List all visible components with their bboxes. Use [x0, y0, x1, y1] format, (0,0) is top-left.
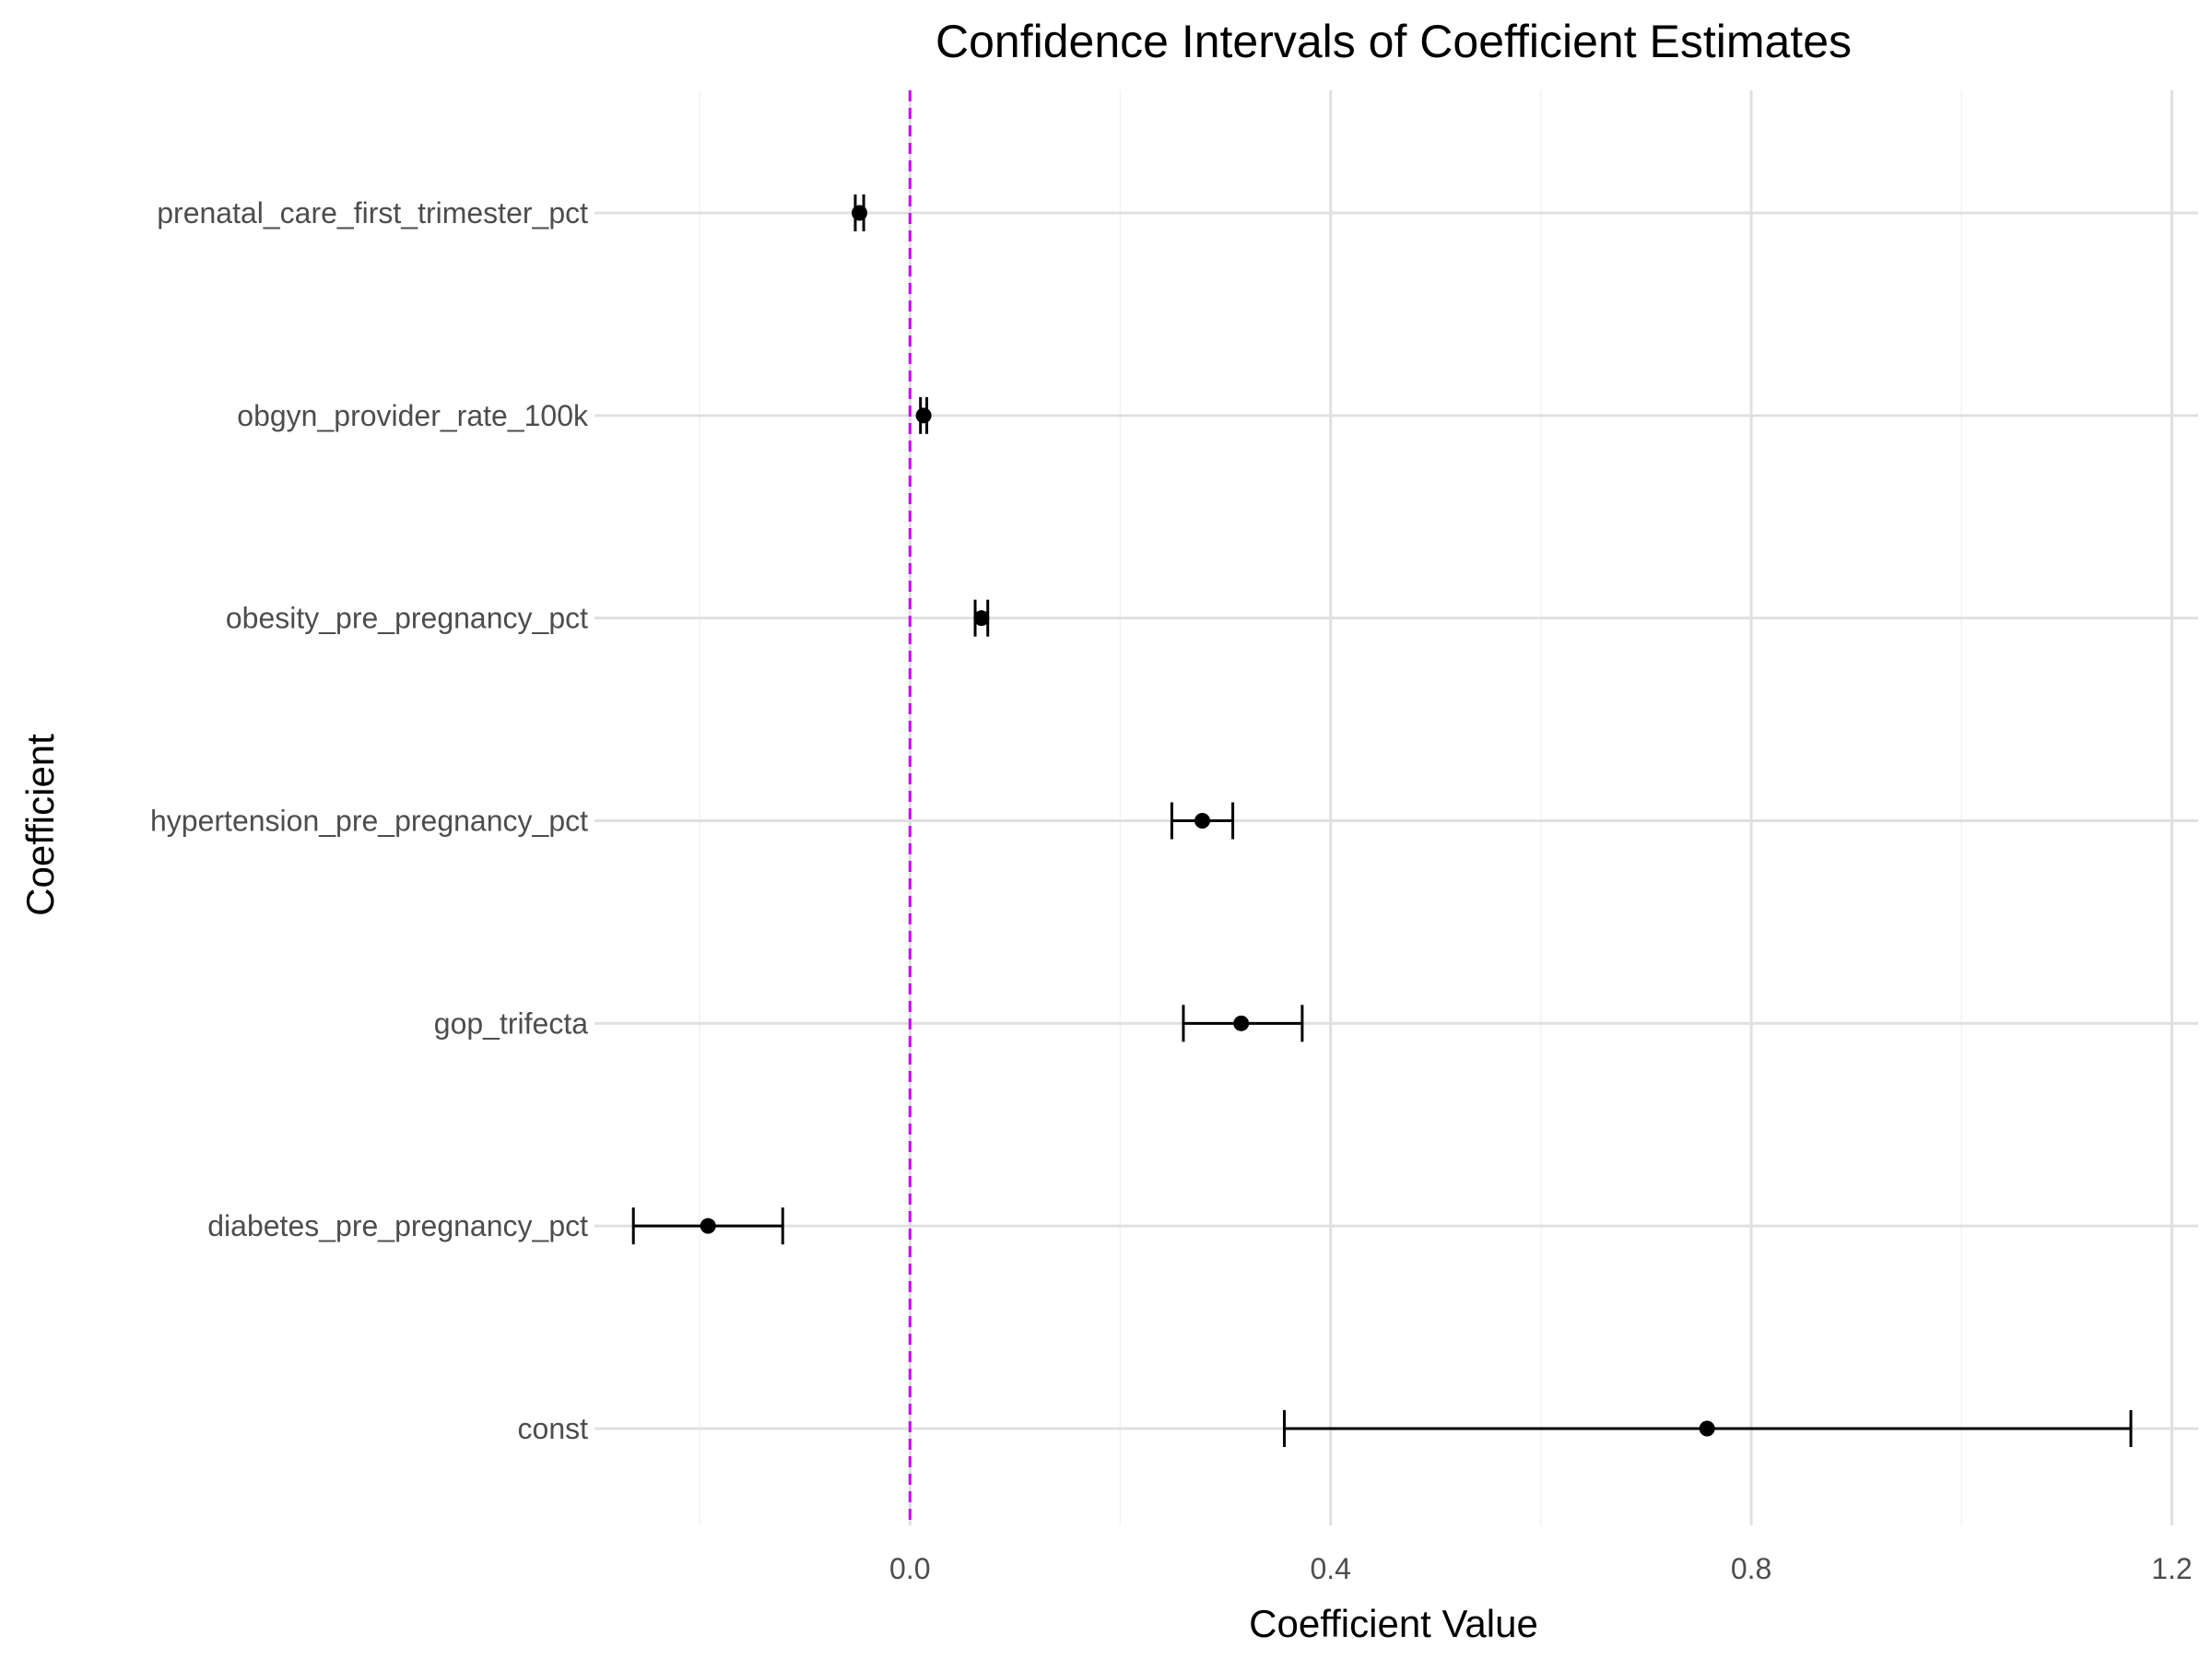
error-bars-layer	[631, 194, 2133, 1447]
estimate-point	[1194, 813, 1210, 829]
error-bar-diabetes_pre_pregnancy_pct	[631, 1207, 784, 1245]
x-tick-label: 1.2	[2151, 1552, 2192, 1585]
estimate-point	[1233, 1015, 1250, 1031]
y-tick-labels: const diabetes_pre_pregnancy_pct gop_trife…	[150, 196, 589, 1445]
estimate-point	[700, 1218, 716, 1234]
x-tick-labels: 0.0 0.4 0.8 1.2	[889, 1552, 2193, 1585]
chart-title: Confidence Intervals of Coefficient Esti…	[935, 16, 1852, 67]
error-bar-obgyn_provider_rate_100k	[915, 396, 932, 434]
y-tick-label: diabetes_pre_pregnancy_pct	[207, 1209, 588, 1242]
error-bar-obesity_pre_pregnancy_pct	[973, 599, 990, 637]
error-bar-hypertension_pre_pregnancy_pct	[1170, 802, 1235, 840]
estimate-point	[1699, 1420, 1715, 1437]
y-tick-label: obgyn_provider_rate_100k	[237, 399, 589, 432]
grid-layer	[594, 90, 2198, 1525]
y-tick-label: obesity_pre_pregnancy_pct	[226, 602, 588, 635]
y-tick-label: gop_trifecta	[434, 1006, 588, 1040]
x-tick-label: 0.4	[1310, 1552, 1350, 1585]
y-tick-label: const	[518, 1412, 589, 1445]
x-tick-label: 0.8	[1731, 1552, 1771, 1585]
y-tick-label: hypertension_pre_pregnancy_pct	[150, 805, 588, 838]
error-bar-const	[1282, 1410, 2133, 1447]
y-tick-label: prenatal_care_first_trimester_pct	[157, 196, 588, 229]
y-axis-title: Coefficient	[18, 734, 62, 916]
estimate-point	[852, 205, 868, 221]
x-tick-label: 0.0	[889, 1552, 930, 1585]
error-bar-gop_trifecta	[1182, 1005, 1304, 1042]
estimate-point	[973, 610, 990, 627]
error-bar-prenatal_care_first_trimester_pct	[852, 194, 868, 231]
estimate-point	[915, 407, 932, 424]
x-axis-title: Coefficient Value	[1249, 1602, 1538, 1645]
